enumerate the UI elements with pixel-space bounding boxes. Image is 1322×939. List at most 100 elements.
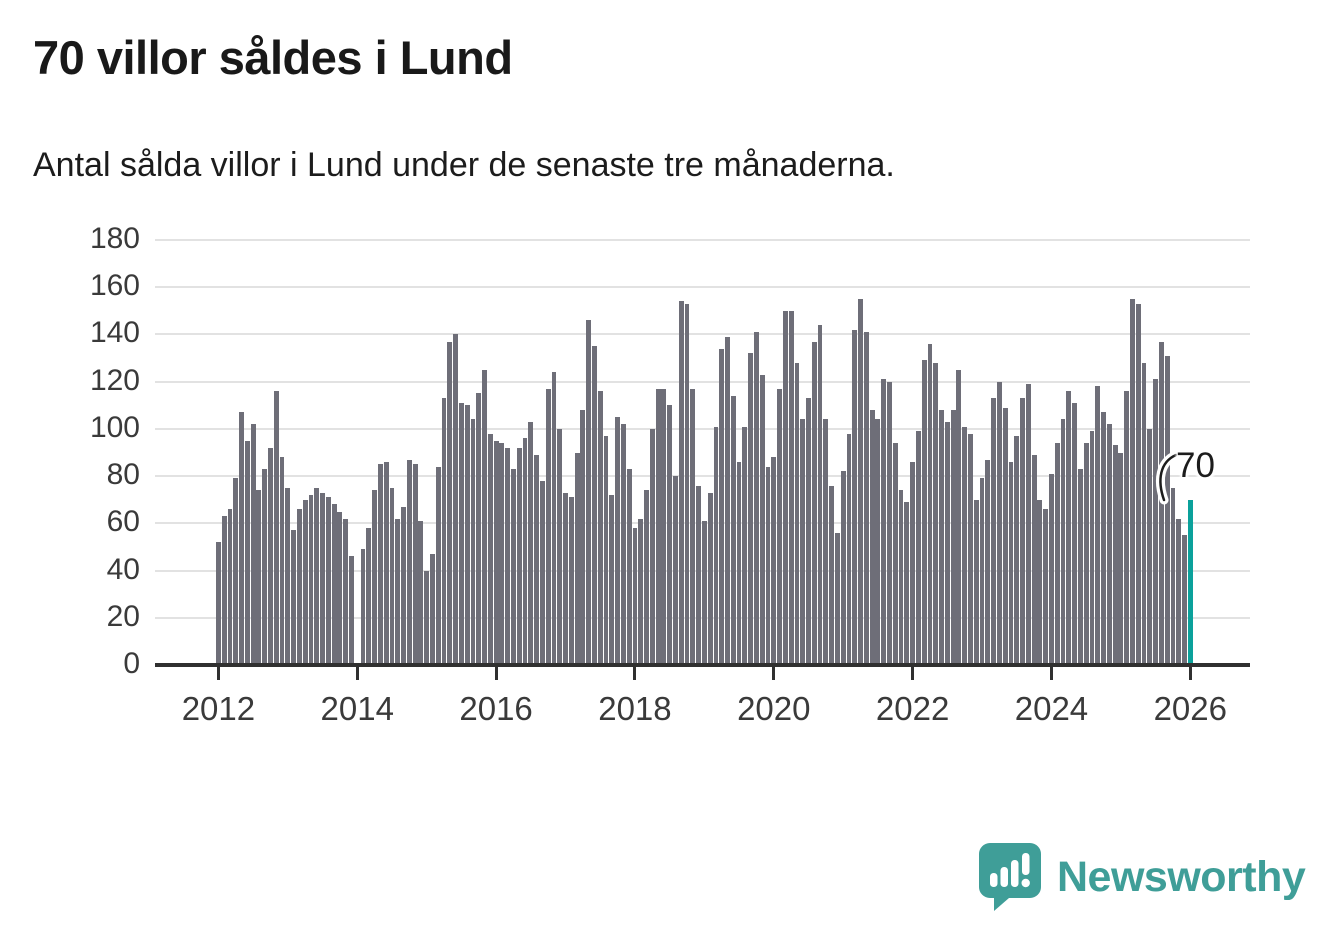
bar-2015-11 <box>482 369 487 665</box>
bar-2018-12 <box>696 485 701 665</box>
bar-2020-01 <box>771 457 777 665</box>
bar-2013-03 <box>296 509 302 665</box>
bar-2020-08 <box>811 341 817 665</box>
bar-2019-08 <box>742 426 748 665</box>
x-axis-tick-2026 <box>1188 667 1192 680</box>
bar-2017-10 <box>615 417 620 665</box>
bar-2015-07 <box>458 402 464 665</box>
bar-2024-03 <box>1060 419 1066 665</box>
bar-2021-07 <box>875 419 881 665</box>
highlight-value-label: 70 <box>1176 446 1215 485</box>
bar-2020-11 <box>829 485 835 665</box>
bar-2016-05 <box>516 447 522 665</box>
x-axis-tick-2014 <box>355 667 359 680</box>
bar-2021-10 <box>892 443 898 665</box>
bar-2020-06 <box>800 419 806 665</box>
bar-2013-12 <box>349 556 354 665</box>
bar-2014-02 <box>360 549 366 665</box>
bar-2015-01 <box>424 570 430 665</box>
bar-2014-11 <box>412 464 418 665</box>
bar-2022-05 <box>933 362 939 665</box>
bar-2022-03 <box>921 360 927 665</box>
bar-2012-06 <box>244 440 250 665</box>
bar-2021-01 <box>840 471 846 665</box>
bar-2019-09 <box>748 353 754 665</box>
bar-2025-12 <box>1182 535 1187 665</box>
bar-2018-06 <box>661 388 667 665</box>
bar-2025-06 <box>1147 428 1153 665</box>
bar-2013-02 <box>291 530 297 665</box>
x-axis-tick-2018 <box>633 667 637 680</box>
bar-2018-09 <box>678 301 684 665</box>
bar-2025-09 <box>1164 355 1170 665</box>
bar-2017-06 <box>592 346 597 665</box>
bar-2020-09 <box>817 325 823 665</box>
bar-2022-09 <box>956 369 962 665</box>
bar-2018-01 <box>632 528 638 665</box>
bar-2023-12 <box>1043 509 1049 665</box>
bar-2012-02 <box>221 516 227 665</box>
label-leader-line <box>1156 450 1181 505</box>
bar-2020-07 <box>806 398 811 665</box>
bar-2012-05 <box>239 412 244 665</box>
bar-2016-01 <box>493 440 499 665</box>
highlight-bar-2026-01 <box>1187 499 1193 665</box>
gridline-y80 <box>155 475 1250 478</box>
bar-2016-12 <box>557 428 563 665</box>
bar-2021-04 <box>858 299 863 665</box>
bar-2021-06 <box>869 410 875 665</box>
bar-2024-12 <box>1112 445 1118 665</box>
bar-2021-02 <box>846 433 852 665</box>
bar-2013-04 <box>302 499 308 665</box>
bar-2023-04 <box>996 381 1002 665</box>
bar-2014-06 <box>383 461 389 665</box>
bar-2024-04 <box>1066 391 1072 665</box>
x-axis-tick-2012 <box>216 667 220 680</box>
bar-2023-07 <box>1014 435 1020 665</box>
bar-2017-05 <box>586 320 592 665</box>
bar-2018-03 <box>644 490 649 665</box>
bar-2024-11 <box>1106 424 1112 665</box>
newsworthy-logo[interactable]: Newsworthy <box>978 842 1306 912</box>
bar-2016-04 <box>511 469 516 665</box>
bar-2012-08 <box>256 490 262 665</box>
bar-2022-06 <box>939 410 944 665</box>
y-axis-tick-label: 120 <box>89 363 140 397</box>
y-axis-tick-label: 100 <box>89 410 140 444</box>
bar-2023-05 <box>1002 407 1008 665</box>
bar-2024-01 <box>1049 473 1054 665</box>
bar-2025-01 <box>1118 452 1124 665</box>
bar-2025-04 <box>1135 303 1141 665</box>
y-axis-tick-label: 180 <box>89 222 140 255</box>
bar-2013-10 <box>337 511 343 665</box>
chart-title: 70 villor såldes i Lund <box>33 31 513 84</box>
y-axis-tick-label: 80 <box>106 458 140 492</box>
x-axis-tick-label: 2016 <box>459 690 533 727</box>
y-axis-tick-label: 0 <box>123 647 140 680</box>
bar-2024-02 <box>1054 443 1060 665</box>
bar-2023-08 <box>1020 398 1025 665</box>
bar-2018-07 <box>667 405 673 665</box>
bar-2025-11 <box>1176 518 1182 665</box>
bar-2017-07 <box>597 391 603 665</box>
bar-2015-06 <box>453 334 459 665</box>
bar-2024-08 <box>1089 431 1095 665</box>
bar-2022-04 <box>927 343 933 665</box>
bar-2023-09 <box>1025 384 1031 665</box>
x-axis-tick-label: 2020 <box>737 690 811 727</box>
x-axis-tick-label: 2024 <box>1014 690 1089 727</box>
bar-2021-09 <box>887 381 892 665</box>
bar-2013-05 <box>308 495 314 665</box>
bar-2023-02 <box>985 459 991 665</box>
bar-2012-11 <box>273 391 279 665</box>
gridline-y180 <box>155 239 1250 241</box>
y-axis-tick-label: 60 <box>106 505 140 539</box>
bar-2015-08 <box>464 405 470 665</box>
x-axis-tick-2020 <box>772 667 776 680</box>
bar-2016-06 <box>522 438 528 665</box>
bar-2016-08 <box>534 454 540 665</box>
bar-2017-02 <box>568 497 574 665</box>
bar-2022-02 <box>915 431 921 665</box>
